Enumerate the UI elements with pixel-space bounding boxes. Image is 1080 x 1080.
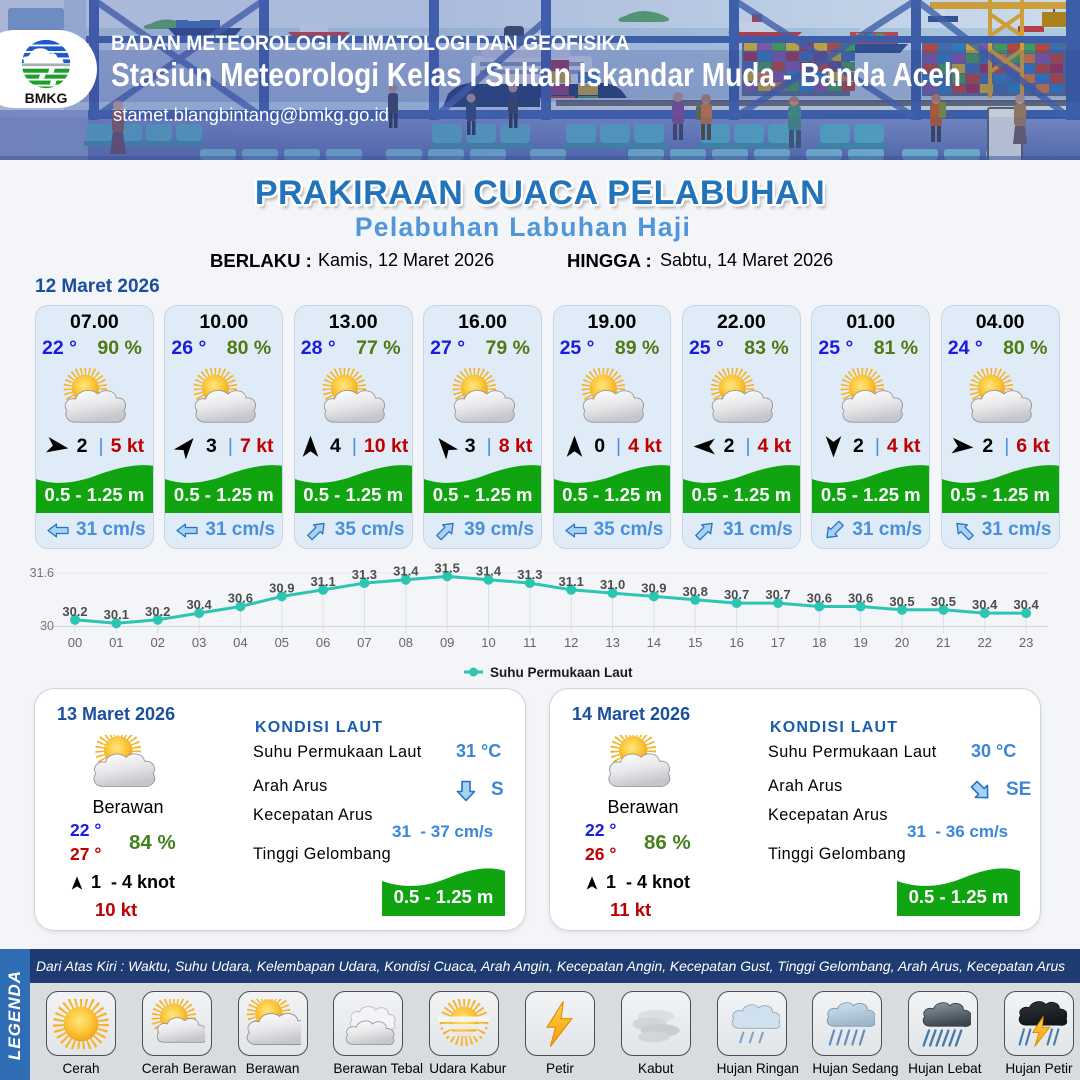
svg-text:30: 30 (40, 619, 54, 633)
svg-text:22: 22 (977, 635, 991, 650)
svg-text:31.3: 31.3 (517, 567, 542, 582)
svg-text:06: 06 (316, 635, 330, 650)
svg-text:30.2: 30.2 (145, 604, 170, 619)
svg-text:30.4: 30.4 (186, 597, 212, 612)
svg-text:31.1: 31.1 (310, 574, 335, 589)
svg-text:00: 00 (68, 635, 82, 650)
svg-text:07: 07 (357, 635, 371, 650)
svg-text:15: 15 (688, 635, 702, 650)
svg-text:30.5: 30.5 (889, 594, 914, 609)
svg-text:01: 01 (109, 635, 123, 650)
svg-text:16: 16 (729, 635, 743, 650)
svg-text:12: 12 (564, 635, 578, 650)
svg-text:17: 17 (771, 635, 785, 650)
svg-text:31.5: 31.5 (435, 560, 460, 575)
svg-text:30.5: 30.5 (931, 594, 956, 609)
svg-text:05: 05 (275, 635, 289, 650)
svg-text:30.2: 30.2 (62, 604, 87, 619)
svg-text:09: 09 (440, 635, 454, 650)
svg-text:21: 21 (936, 635, 950, 650)
svg-text:Suhu Permukaan Laut: Suhu Permukaan Laut (490, 665, 633, 680)
svg-text:31.6: 31.6 (30, 566, 54, 580)
svg-text:13: 13 (605, 635, 619, 650)
svg-text:30.8: 30.8 (683, 584, 708, 599)
svg-text:30.4: 30.4 (972, 597, 998, 612)
svg-text:04: 04 (233, 635, 247, 650)
svg-text:31.1: 31.1 (559, 574, 584, 589)
svg-text:30.7: 30.7 (765, 587, 790, 602)
svg-text:19: 19 (853, 635, 867, 650)
svg-text:02: 02 (150, 635, 164, 650)
svg-text:30.1: 30.1 (104, 607, 129, 622)
svg-text:30.6: 30.6 (807, 591, 832, 606)
svg-text:30.6: 30.6 (848, 591, 873, 606)
svg-text:30.9: 30.9 (269, 580, 294, 595)
svg-text:23: 23 (1019, 635, 1033, 650)
svg-text:30.7: 30.7 (724, 587, 749, 602)
svg-text:08: 08 (399, 635, 413, 650)
svg-text:20: 20 (895, 635, 909, 650)
svg-text:03: 03 (192, 635, 206, 650)
svg-text:18: 18 (812, 635, 826, 650)
svg-text:31.4: 31.4 (393, 564, 419, 579)
svg-text:31.3: 31.3 (352, 567, 377, 582)
svg-text:11: 11 (523, 635, 537, 650)
svg-text:31.0: 31.0 (600, 577, 625, 592)
svg-text:10: 10 (481, 635, 495, 650)
svg-text:14: 14 (647, 635, 661, 650)
svg-text:30.6: 30.6 (228, 591, 253, 606)
svg-text:30.9: 30.9 (641, 580, 666, 595)
svg-text:31.4: 31.4 (476, 564, 502, 579)
svg-text:30.4: 30.4 (1013, 597, 1039, 612)
